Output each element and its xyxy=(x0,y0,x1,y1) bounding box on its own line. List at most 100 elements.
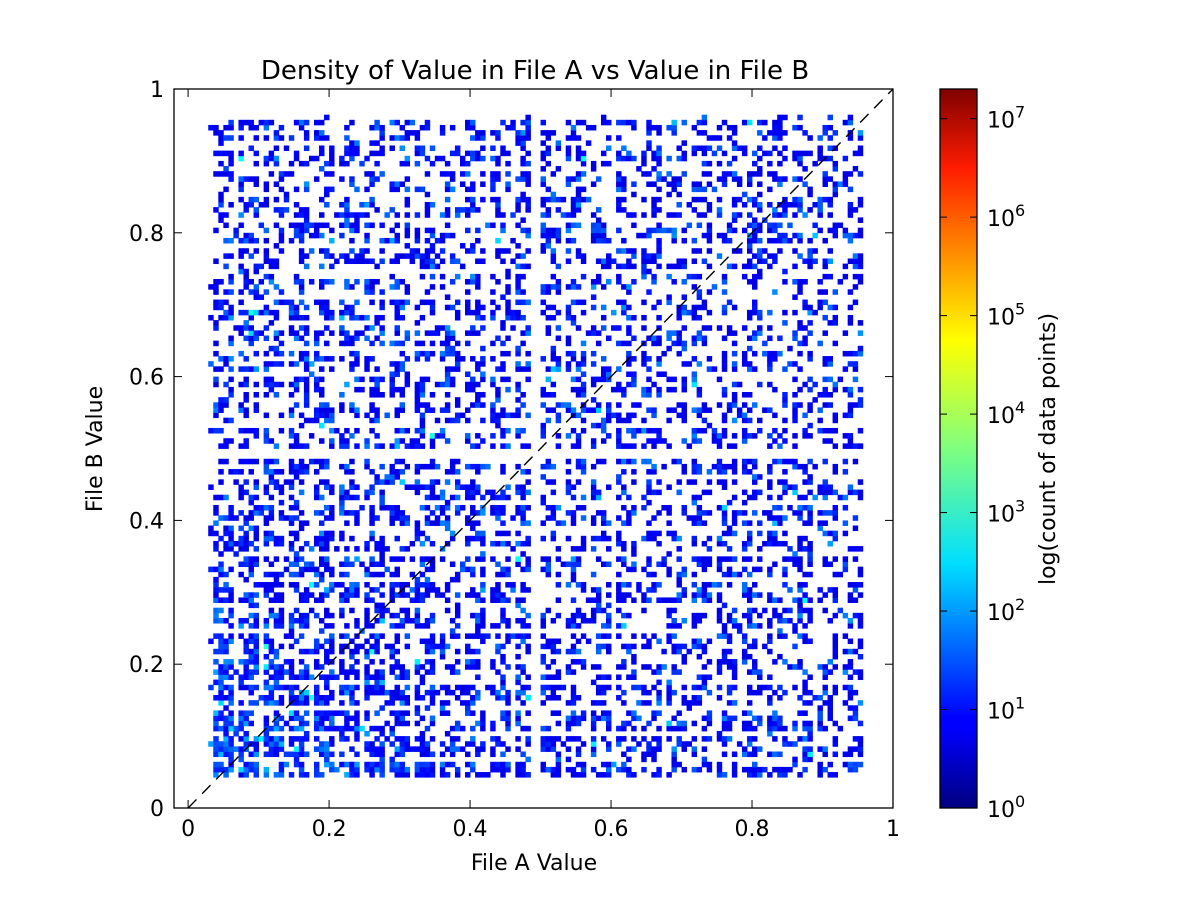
heatmap-cell xyxy=(404,176,411,182)
heatmap-cell xyxy=(510,582,516,588)
heatmap-cell xyxy=(752,761,758,768)
heatmap-cell xyxy=(741,653,748,660)
heatmap-cell xyxy=(349,484,355,490)
heatmap-cell xyxy=(757,325,763,331)
heatmap-cell xyxy=(303,227,310,234)
heatmap-cell xyxy=(404,520,411,526)
heatmap-cell xyxy=(545,504,552,511)
heatmap-cell xyxy=(802,756,808,763)
heatmap-cell xyxy=(797,284,803,290)
heatmap-cell xyxy=(570,443,577,449)
heatmap-cell xyxy=(465,207,471,213)
heatmap-cell xyxy=(334,546,340,552)
heatmap-cell xyxy=(616,417,622,424)
heatmap-cell xyxy=(701,715,708,722)
heatmap-cell xyxy=(339,155,345,162)
heatmap-cell xyxy=(606,643,612,650)
heatmap-cell xyxy=(379,582,385,588)
heatmap-cell xyxy=(349,582,355,588)
heatmap-cell xyxy=(606,433,612,439)
heatmap-cell xyxy=(545,407,552,413)
heatmap-cell xyxy=(293,756,300,763)
heatmap-cell xyxy=(329,155,335,162)
heatmap-cell xyxy=(626,284,632,290)
heatmap-cell xyxy=(303,443,310,449)
heatmap-cell xyxy=(359,212,365,218)
heatmap-cell xyxy=(470,566,476,573)
heatmap-cell xyxy=(772,597,778,603)
heatmap-cell xyxy=(691,684,698,691)
heatmap-cell xyxy=(590,741,597,747)
heatmap-cell xyxy=(807,689,813,696)
heatmap-cell xyxy=(298,766,305,773)
heatmap-cell xyxy=(364,582,370,588)
heatmap-cell xyxy=(807,612,813,619)
heatmap-cell xyxy=(505,248,511,254)
heatmap-cell xyxy=(480,535,486,542)
heatmap-cell xyxy=(525,520,531,526)
heatmap-cell xyxy=(701,304,708,311)
heatmap-cell xyxy=(465,592,471,598)
heatmap-cell xyxy=(414,386,421,393)
heatmap-cell xyxy=(505,124,511,131)
heatmap-cell xyxy=(621,181,627,187)
heatmap-cell xyxy=(696,248,703,254)
heatmap-cell xyxy=(580,171,587,177)
heatmap-cell xyxy=(243,412,249,419)
heatmap-cell xyxy=(616,412,622,419)
heatmap-cell xyxy=(369,741,375,747)
heatmap-cell xyxy=(772,751,778,758)
heatmap-cell xyxy=(631,191,637,198)
heatmap-cell xyxy=(741,751,748,758)
heatmap-cell xyxy=(359,561,365,568)
heatmap-cell xyxy=(444,525,451,532)
heatmap-cell xyxy=(666,294,672,300)
heatmap-cell xyxy=(439,766,446,773)
heatmap-cell xyxy=(263,587,270,593)
heatmap-cell xyxy=(253,530,259,537)
heatmap-cell xyxy=(465,540,471,547)
heatmap-cell xyxy=(329,253,335,259)
heatmap-cell xyxy=(414,237,421,244)
heatmap-cell xyxy=(268,258,275,265)
heatmap-cell xyxy=(691,540,698,547)
heatmap-cell xyxy=(218,633,224,639)
heatmap-cell xyxy=(802,520,808,526)
heatmap-cell xyxy=(263,772,270,778)
heatmap-cell xyxy=(329,623,335,629)
heatmap-cell xyxy=(575,392,582,398)
heatmap-cell xyxy=(288,484,295,490)
heatmap-cell xyxy=(555,232,562,239)
heatmap-cell xyxy=(475,612,481,619)
heatmap-cell xyxy=(515,273,521,280)
heatmap-cell xyxy=(772,438,778,444)
heatmap-cell xyxy=(490,556,496,562)
heatmap-cell xyxy=(278,484,285,490)
heatmap-cell xyxy=(399,761,406,768)
heatmap-cell xyxy=(218,196,224,203)
heatmap-cell xyxy=(500,510,506,516)
heatmap-cell xyxy=(772,725,778,732)
heatmap-cell xyxy=(490,222,496,229)
heatmap-cell xyxy=(646,587,652,593)
heatmap-cell xyxy=(263,248,270,254)
heatmap-cell xyxy=(782,268,788,275)
heatmap-cell xyxy=(767,772,773,778)
heatmap-cell xyxy=(374,335,380,342)
heatmap-cell xyxy=(439,648,446,655)
heatmap-cell xyxy=(429,489,436,496)
heatmap-cell xyxy=(782,689,788,696)
heatmap-cell xyxy=(419,433,426,439)
heatmap-cell xyxy=(565,479,572,485)
heatmap-cell xyxy=(349,648,355,655)
heatmap-cell xyxy=(621,484,627,490)
heatmap-cell xyxy=(595,607,602,614)
heatmap-cell xyxy=(741,710,748,716)
heatmap-cell xyxy=(792,196,798,203)
heatmap-cell xyxy=(540,474,546,480)
heatmap-cell xyxy=(288,222,295,229)
heatmap-cell xyxy=(621,612,627,619)
heatmap-cell xyxy=(752,309,758,316)
heatmap-cell xyxy=(218,356,224,362)
heatmap-cell xyxy=(802,607,808,614)
